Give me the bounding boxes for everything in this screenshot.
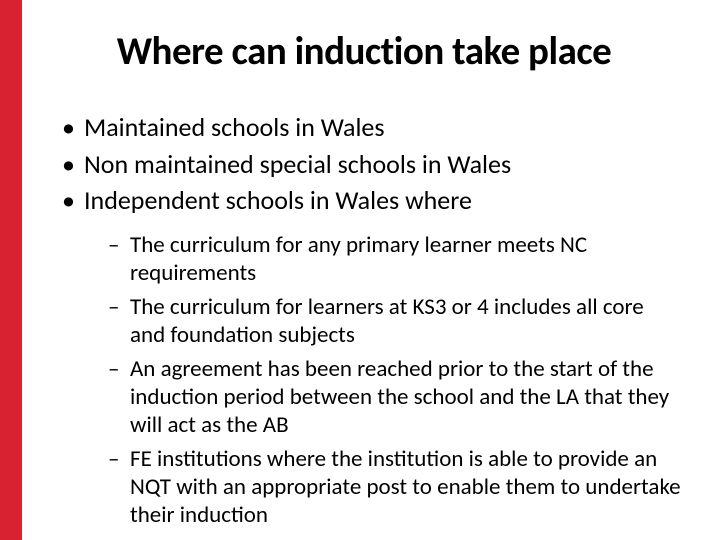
- list-item: FE institutions where the institution is…: [106, 445, 682, 529]
- list-item: An agreement has been reached prior to t…: [106, 355, 682, 439]
- accent-bar: [0, 0, 22, 540]
- list-item: Non maintained special schools in Wales: [56, 148, 682, 181]
- bullet-text: Independent schools in Wales where: [84, 184, 472, 216]
- bullet-text: Non maintained special schools in Wales: [84, 148, 511, 180]
- sub-bullet-list: The curriculum for any primary learner m…: [84, 231, 682, 529]
- list-item: Maintained schools in Wales: [56, 111, 682, 144]
- list-item: The curriculum for any primary learner m…: [106, 231, 682, 287]
- sub-bullet-text: The curriculum for any primary learner m…: [130, 231, 587, 287]
- sub-bullet-text: An agreement has been reached prior to t…: [130, 355, 669, 439]
- slide-title: Where can induction take place: [46, 28, 682, 75]
- sub-bullet-text: The curriculum for learners at KS3 or 4 …: [130, 293, 644, 349]
- bullet-text: Maintained schools in Wales: [84, 111, 385, 143]
- slide-content: Where can induction take place Maintaine…: [22, 0, 720, 540]
- bullet-list: Maintained schools in Wales Non maintain…: [46, 111, 682, 529]
- list-item: The curriculum for learners at KS3 or 4 …: [106, 293, 682, 349]
- list-item: Independent schools in Wales where The c…: [56, 184, 682, 529]
- sub-bullet-text: FE institutions where the institution is…: [130, 445, 681, 529]
